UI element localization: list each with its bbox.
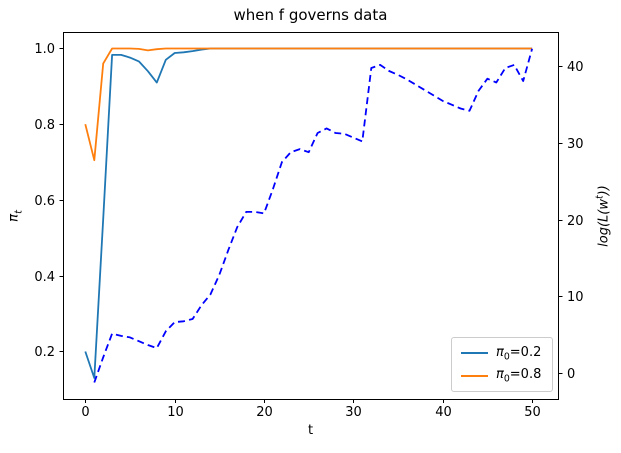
chart-title: when f governs data	[233, 6, 388, 24]
y-right-tick-label: 20	[567, 214, 584, 229]
legend-pi-subscript: 0	[503, 351, 510, 363]
legend-label-pi0-08: π0=0.8	[496, 367, 541, 385]
x-tick-label: 30	[345, 405, 362, 420]
y-right-tick-label: 40	[567, 60, 584, 75]
y-right-tick-label: 10	[567, 290, 584, 305]
axes-spines	[63, 32, 559, 400]
legend-line-swatch-orange	[461, 374, 488, 377]
y-left-tick-label: 1.0	[34, 42, 55, 57]
loglik-suffix: ))	[596, 185, 612, 196]
x-tick-label: 20	[256, 405, 273, 420]
loglik-prefix: log(L(w	[596, 198, 612, 247]
pi-symbol: π	[5, 213, 22, 222]
x-tick-label: 0	[81, 405, 89, 420]
legend-pi-symbol: π	[496, 344, 504, 360]
x-axis-label: t	[307, 423, 314, 438]
y-left-tick-label: 0.6	[34, 194, 55, 209]
legend-pi-subscript: 0	[503, 373, 510, 385]
y-left-tick-label: 0.2	[34, 345, 55, 360]
y-axis-label-left: πt	[6, 210, 25, 222]
loglik-superscript: t	[594, 195, 606, 199]
legend-entry-pi0-02: π0=0.2	[461, 345, 543, 363]
y-left-tick-label: 0.8	[34, 118, 55, 133]
legend-entry-pi0-08: π0=0.8	[461, 367, 543, 385]
x-tick-label: 10	[167, 405, 184, 420]
y-left-tick-label: 0.4	[34, 270, 55, 285]
pi-subscript: t	[13, 210, 25, 214]
legend-line-swatch-blue	[461, 352, 488, 355]
y-right-tick-label: 0	[567, 367, 575, 382]
legend-label-pi0-02: π0=0.2	[496, 345, 541, 363]
series-line-log-likelihood	[93, 48, 533, 383]
legend-value: =0.2	[509, 344, 542, 360]
x-tick-label: 50	[524, 405, 541, 420]
legend-pi-symbol: π	[496, 366, 504, 382]
x-tick-label: 40	[435, 405, 452, 420]
legend: π0=0.2 π0=0.8	[451, 337, 553, 392]
series-line-pi0-08	[84, 47, 533, 162]
y-right-tick-label: 30	[567, 137, 584, 152]
legend-value: =0.8	[509, 366, 542, 382]
y-axis-label-right: log(L(wt))	[594, 185, 611, 247]
series-line-pi0-02	[84, 47, 533, 379]
